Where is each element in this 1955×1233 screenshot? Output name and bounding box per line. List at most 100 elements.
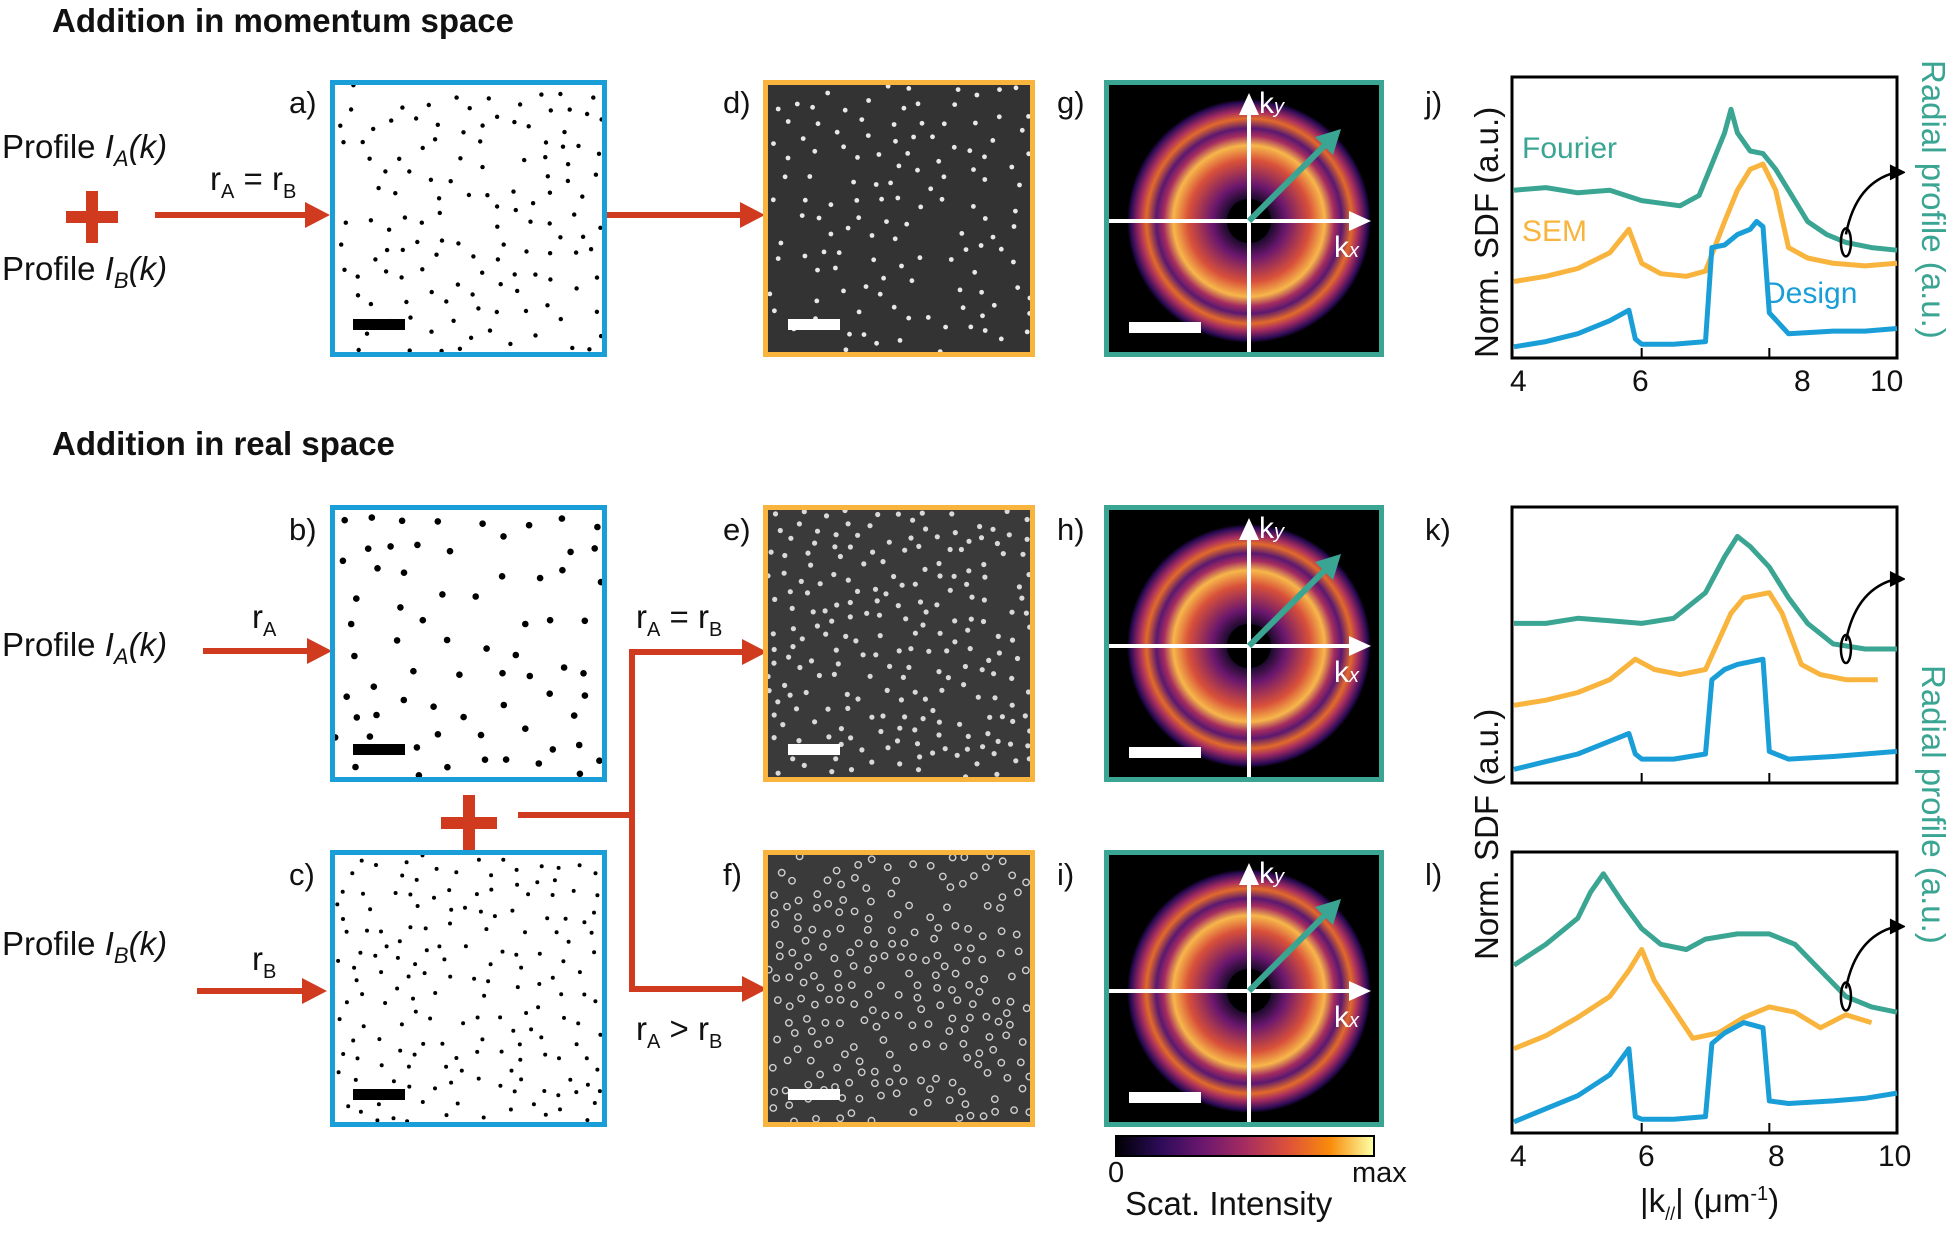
- particle-dot: [916, 543, 922, 549]
- colorbar-title: Scat. Intensity: [1125, 1185, 1333, 1222]
- particle-dot: [814, 1040, 822, 1049]
- particle-dot: [420, 267, 425, 272]
- particle-dot: [773, 996, 782, 1005]
- particle-dot: [851, 873, 859, 882]
- xtick-l-8: 8: [1768, 1140, 1785, 1173]
- particle-dot: [351, 85, 356, 88]
- particle-dot: [1018, 1084, 1027, 1093]
- particle-dot: [342, 267, 347, 272]
- particle-dot: [546, 616, 554, 624]
- particle-dot: [847, 614, 853, 620]
- particle-dot: [784, 1018, 793, 1027]
- series-line-fourier: [1514, 533, 1897, 652]
- particle-dot: [585, 1118, 590, 1122]
- particle-dot: [447, 888, 452, 893]
- particle-dot: [413, 744, 421, 751]
- particle-dot: [915, 167, 920, 173]
- particle-dot: [814, 528, 821, 534]
- particle-dot: [335, 902, 340, 907]
- ky-arrow-icon: [1239, 518, 1259, 540]
- particle-dot: [576, 143, 581, 149]
- particle-dot: [338, 123, 343, 128]
- particle-dot: [915, 101, 921, 107]
- particle-dot: [1020, 551, 1026, 557]
- particle-dot: [772, 308, 777, 314]
- particle-dot: [837, 553, 843, 560]
- particle-dot: [1026, 756, 1030, 762]
- particle-dot: [975, 1049, 984, 1058]
- particle-dot: [587, 347, 592, 352]
- particle-dot: [855, 696, 861, 702]
- particle-dot: [413, 116, 419, 121]
- particle-dot: [912, 727, 918, 733]
- particle-dot: [498, 573, 506, 580]
- particle-dot: [573, 250, 579, 255]
- particle-dot: [874, 598, 880, 604]
- particle-dot: [448, 921, 452, 926]
- particle-dot: [1025, 1072, 1030, 1081]
- particle-dot: [828, 202, 834, 208]
- colorbar-max: max: [1352, 1157, 1407, 1189]
- particle-dot: [845, 521, 851, 527]
- particle-dot: [1009, 609, 1015, 615]
- particle-dot: [339, 557, 347, 565]
- particle-dot: [560, 144, 566, 149]
- particle-dot: [1025, 689, 1030, 695]
- particle-dot: [360, 139, 365, 145]
- particle-dot: [537, 951, 542, 956]
- particle-dot: [775, 952, 784, 961]
- particle-dot: [897, 338, 903, 343]
- particle-dot: [891, 122, 897, 127]
- particle-dot: [567, 548, 574, 556]
- particle-dot: [822, 608, 828, 614]
- particle-dot: [557, 1056, 561, 1061]
- real-section-title: Addition in real space: [52, 425, 395, 462]
- particle-dot: [374, 863, 378, 867]
- axis-ellipse-icon: [1839, 981, 1853, 1012]
- particle-dot: [528, 219, 533, 224]
- particle-dot: [550, 975, 555, 980]
- particle-dot: [963, 1053, 972, 1062]
- particle-dot: [387, 543, 394, 550]
- particle-dot: [500, 533, 507, 540]
- particle-dot: [885, 745, 891, 751]
- particle-dot: [843, 347, 849, 352]
- particle-dot: [904, 221, 910, 227]
- particle-dot: [894, 738, 901, 744]
- particle-dot: [580, 194, 585, 199]
- series-line-design: [1513, 656, 1898, 772]
- particle-dot: [400, 873, 405, 878]
- particle-dot: [812, 148, 818, 154]
- particle-dot: [336, 958, 341, 963]
- particle-dot: [817, 581, 823, 587]
- particle-dot: [525, 521, 533, 529]
- particle-dot: [936, 1001, 945, 1010]
- particle-dot: [361, 1024, 366, 1029]
- particle-dot: [498, 1015, 503, 1020]
- particle-dot: [397, 939, 402, 944]
- particle-dot: [772, 596, 778, 602]
- particle-dot: [922, 566, 928, 572]
- particle-dot: [562, 1015, 566, 1020]
- particle-dot: [368, 514, 376, 521]
- particle-dot: [878, 728, 884, 735]
- particle-dot: [990, 138, 996, 143]
- particle-dot: [1022, 1004, 1030, 1013]
- ylabel-j: Norm. SDF (a.u.): [1468, 106, 1505, 358]
- particle-dot: [810, 609, 816, 615]
- particle-dot: [351, 652, 358, 660]
- particle-dot: [947, 587, 953, 593]
- particle-dot: [434, 731, 442, 738]
- particle-dot: [782, 552, 788, 559]
- series-line-design: [1513, 219, 1898, 350]
- particle-dot: [479, 520, 486, 527]
- particle-dot: [400, 569, 408, 576]
- particle-dot: [1011, 259, 1016, 265]
- particle-dot: [847, 544, 853, 550]
- particle-dot: [773, 1035, 782, 1044]
- particle-dot: [908, 1021, 917, 1030]
- particle-dot: [864, 990, 873, 999]
- particle-dot: [783, 902, 791, 911]
- particle-dot: [987, 714, 993, 720]
- particle-dot: [991, 751, 997, 757]
